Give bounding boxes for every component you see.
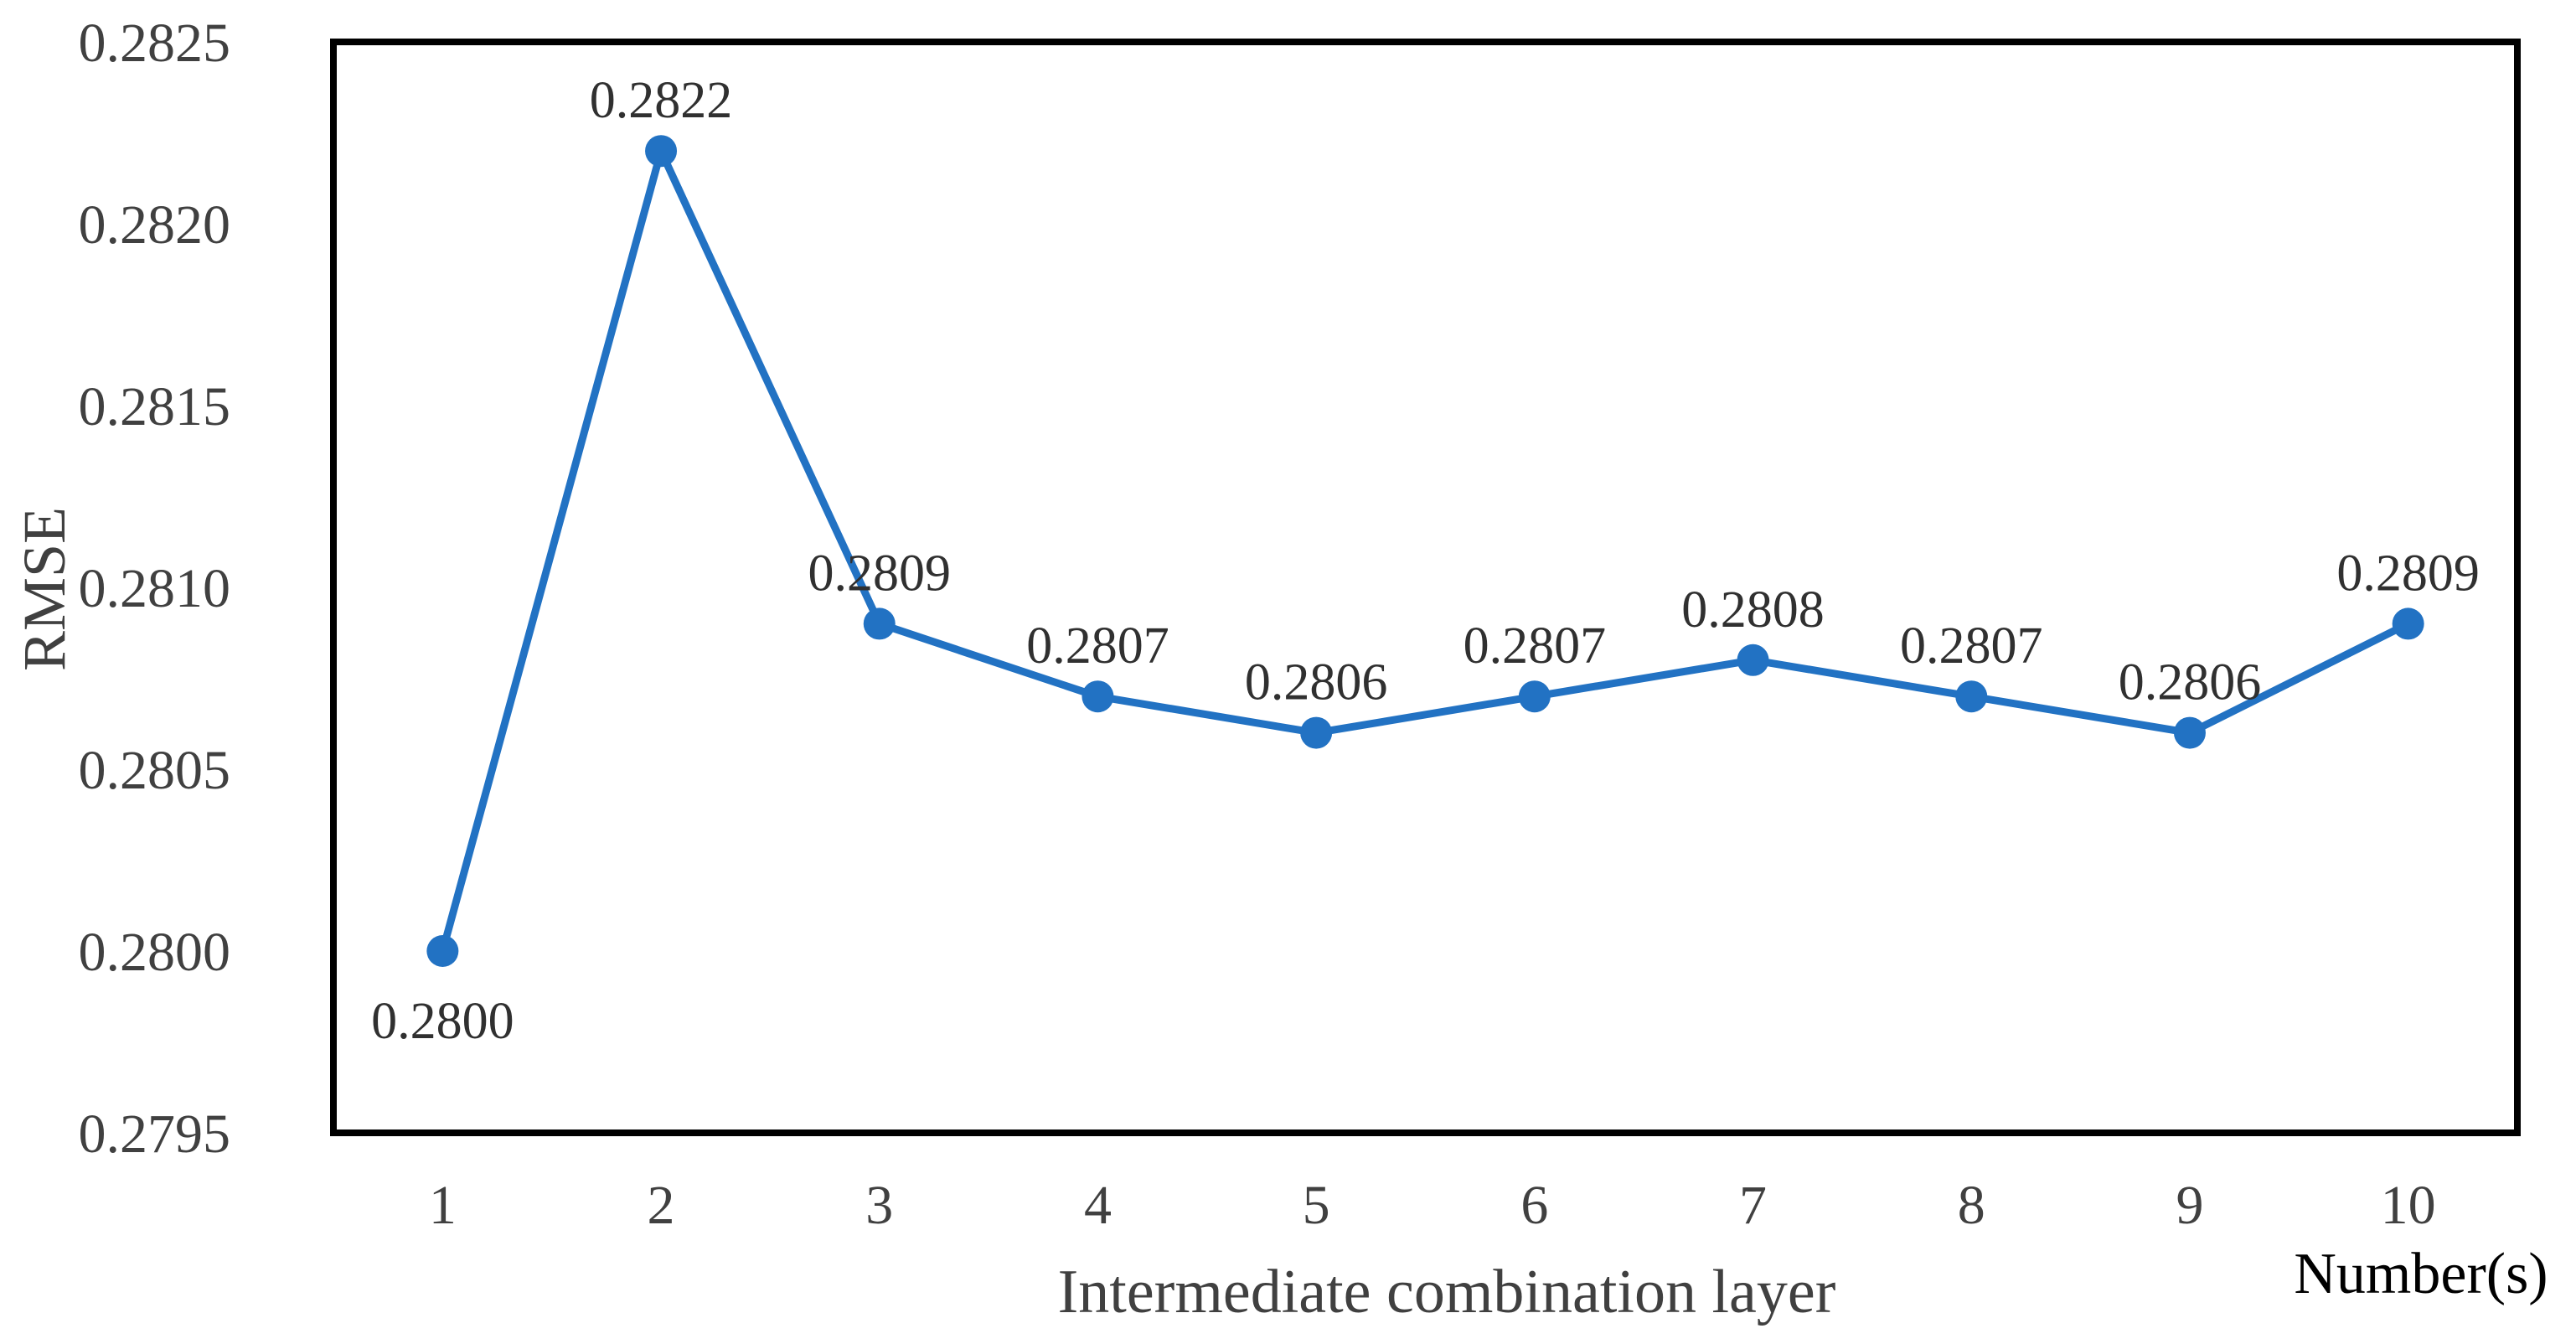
data-point-marker xyxy=(426,935,459,967)
data-point-label: 0.2807 xyxy=(1026,618,1169,675)
data-point-marker xyxy=(863,607,896,640)
x-axis-tick-label: 8 xyxy=(1958,1175,1985,1236)
data-point-marker xyxy=(1518,680,1551,713)
data-point-label: 0.2809 xyxy=(808,545,952,602)
x-axis-tick-label: 2 xyxy=(648,1175,675,1236)
data-point-marker xyxy=(2392,607,2424,640)
y-axis-tick-labels: 0.2825 0.2820 0.2815 0.2810 0.2805 0.2800 0.27… xyxy=(79,13,231,1165)
x-axis-tick-label: 5 xyxy=(1303,1175,1330,1236)
data-label-layer: 0.2800 0.2822 0.2809 0.2807 0.2806 0.2807 0.28… xyxy=(371,72,2480,1050)
data-point-marker xyxy=(1082,680,1114,713)
data-point-label: 0.2807 xyxy=(1464,618,1607,675)
x-axis-tick-label: 10 xyxy=(2381,1175,2436,1236)
y-axis-tick-label: 0.2815 xyxy=(79,376,231,437)
data-point-label: 0.2808 xyxy=(1681,582,1825,638)
x-axis-title: Intermediate combination layer xyxy=(1058,1258,1836,1326)
y-axis-tick-label: 0.2825 xyxy=(79,13,231,74)
data-point-label: 0.2809 xyxy=(2336,545,2480,602)
x-axis-tick-label: 3 xyxy=(865,1175,893,1236)
data-point-label: 0.2806 xyxy=(1245,654,1388,711)
data-point-label: 0.2822 xyxy=(590,72,733,129)
rmse-series-line xyxy=(438,147,2413,955)
y-axis-title: RMSE xyxy=(11,507,78,671)
x-axis-tick-labels: 1 2 3 4 5 6 7 8 9 10 xyxy=(429,1175,2436,1236)
data-point-marker xyxy=(1737,644,1769,676)
y-axis-tick-label: 0.2810 xyxy=(79,558,231,619)
series-layer xyxy=(438,147,2413,955)
data-point-label: 0.2800 xyxy=(371,993,514,1050)
y-axis-tick-label: 0.2800 xyxy=(79,922,231,983)
marker-layer xyxy=(426,135,2424,967)
y-axis-tick-label: 0.2795 xyxy=(79,1104,231,1165)
x-axis-tick-label: 4 xyxy=(1084,1175,1112,1236)
x-axis-tick-label: 1 xyxy=(429,1175,457,1236)
x-axis-tick-label: 9 xyxy=(2176,1175,2203,1236)
data-point-marker xyxy=(2173,716,2206,749)
x-axis-tick-label: 7 xyxy=(1739,1175,1767,1236)
data-point-label: 0.2807 xyxy=(1900,618,2043,675)
y-axis-tick-label: 0.2805 xyxy=(79,740,231,801)
plot-area-border xyxy=(330,39,2521,1136)
data-point-marker xyxy=(1955,680,1988,713)
data-point-label: 0.2806 xyxy=(2119,654,2262,711)
data-point-marker xyxy=(645,135,678,168)
data-point-marker xyxy=(1300,716,1333,749)
x-axis-unit-label: Number(s) xyxy=(2294,1242,2548,1306)
x-axis-tick-label: 6 xyxy=(1520,1175,1548,1236)
y-axis-tick-label: 0.2820 xyxy=(79,194,231,256)
